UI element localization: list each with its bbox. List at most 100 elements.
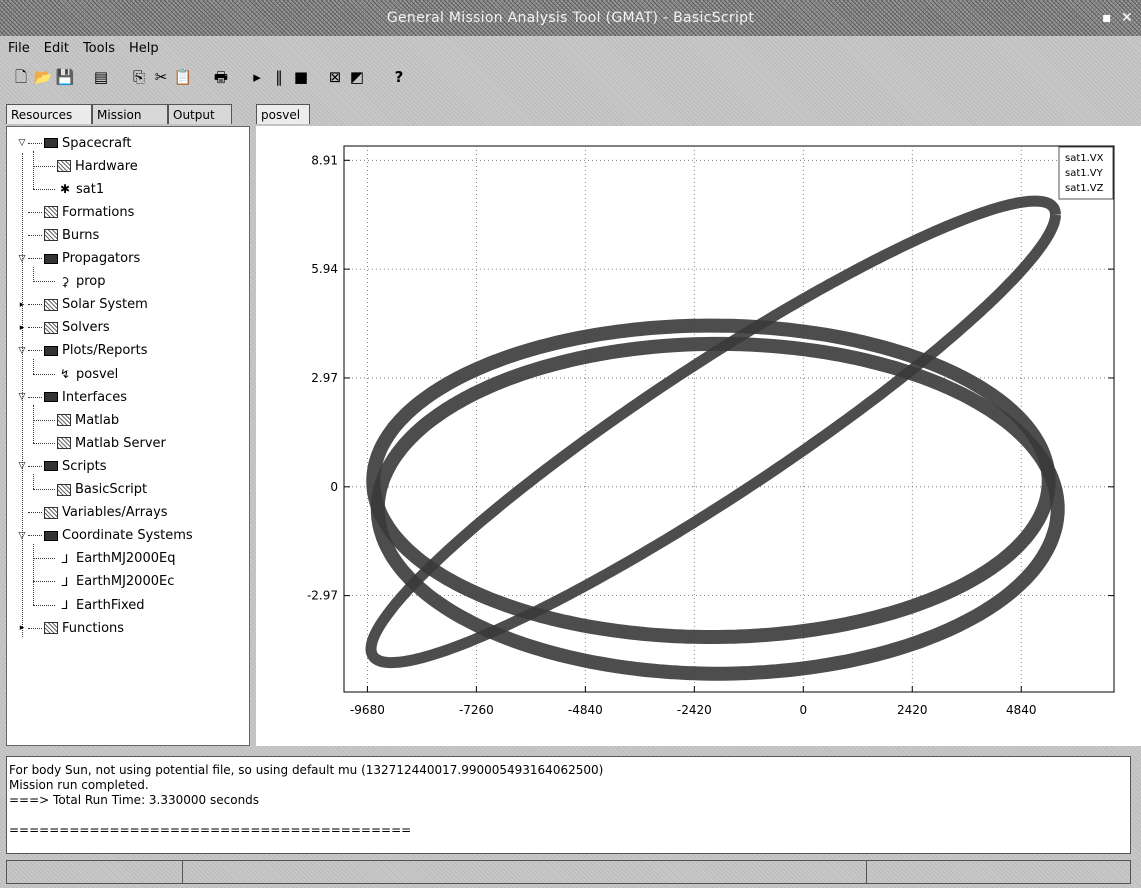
tree-item-interfaces[interactable]: ▽ Interfaces [17, 387, 127, 407]
x-tick-label: -2420 [677, 703, 712, 717]
tree-item-label: Scripts [62, 458, 107, 474]
menu-tools[interactable]: Tools [82, 40, 115, 56]
tree-item-label: Solvers [62, 320, 110, 336]
minimize-button[interactable]: ▪ [1102, 10, 1112, 26]
tree-item-plots-reports[interactable]: ▽ Plots/Reports [17, 341, 148, 361]
tree-item-prop[interactable]: ⚳ prop [33, 272, 106, 292]
menu-help[interactable]: Help [128, 40, 159, 56]
folder-icon [44, 138, 58, 148]
axes-icon: ⅃ [61, 551, 69, 566]
tree-item-variables-arrays[interactable]: Variables/Arrays [17, 503, 168, 523]
help-icon[interactable]: ? [394, 68, 404, 86]
menu-edit[interactable]: Edit [43, 40, 69, 56]
folder-icon [44, 253, 58, 264]
formation-icon [44, 206, 58, 219]
tree-item-earthfixed[interactable]: ⅃ EarthFixed [33, 595, 145, 615]
copy-icon[interactable]: ⎘ [132, 68, 145, 86]
print-icon[interactable]: 🖶 [213, 68, 229, 86]
tree-item-label: Formations [62, 204, 135, 220]
tree-guide-line [33, 266, 34, 282]
log-line: Mission run completed. [9, 778, 149, 792]
tree-item-label: BasicScript [75, 482, 148, 497]
collapse-toggle-icon[interactable]: ▽ [18, 392, 26, 403]
save-icon[interactable]: 💾 [55, 68, 75, 86]
clear-icon[interactable]: ◩ [349, 68, 365, 86]
solar-system-icon [44, 298, 58, 311]
tree-item-label: Matlab [75, 412, 120, 428]
collapse-toggle-icon[interactable]: ▽ [18, 461, 26, 472]
collapse-toggle-icon[interactable]: ▽ [18, 138, 26, 148]
tree-item-basicscript[interactable]: BasicScript [33, 480, 147, 500]
collapse-toggle-icon[interactable]: ▽ [18, 253, 26, 264]
y-tick-label: 8.91 [311, 153, 338, 167]
burn-icon [44, 229, 58, 242]
tree-item-solar-system[interactable]: ▸ Solar System [17, 295, 148, 315]
tree-item-solvers[interactable]: ▸ Solvers [17, 318, 110, 338]
tree-item-label: EarthMJ2000Eq [76, 551, 176, 567]
tree-item-spacecraft[interactable]: ▽ Spacecraft [17, 133, 132, 153]
tree-item-formations[interactable]: Formations [17, 202, 134, 222]
y-tick-label: -2.97 [307, 589, 338, 603]
tree-connector [33, 373, 55, 375]
tree-item-label: Interfaces [62, 389, 127, 405]
close-button[interactable]: ✕ [1121, 10, 1133, 26]
resource-tree: ▽ Spacecraft Hardware ✱ sat1 Formations Burns ▽… [6, 126, 250, 746]
script-icon[interactable]: ▤ [93, 68, 109, 86]
cut-icon[interactable]: ✂ [154, 68, 168, 86]
tree-item-earthmj2000ec[interactable]: ⅃ EarthMJ2000Ec [33, 572, 174, 592]
matlab-server-icon [57, 437, 71, 450]
pause-icon[interactable]: ‖ [275, 68, 283, 86]
paste-icon[interactable]: 📋 [173, 68, 193, 86]
tree-item-label: Burns [62, 227, 100, 243]
tree-connector [28, 512, 42, 514]
script-file-icon [57, 483, 71, 496]
propagator-icon: ⚳ [60, 274, 70, 289]
tree-connector [33, 419, 55, 421]
tree-connector [28, 350, 42, 352]
log-line: ======================================== [9, 823, 412, 837]
tree-item-label: Solar System [62, 297, 148, 313]
solver-icon [44, 321, 58, 334]
tab-mission[interactable]: Mission [92, 104, 168, 124]
collapse-toggle-icon[interactable]: ▽ [18, 345, 26, 356]
tree-item-label: Propagators [62, 251, 141, 266]
legend-entry: sat1.VZ [1065, 183, 1104, 194]
tree-item-earthmj2000eq[interactable]: ⅃ EarthMJ2000Eq [33, 549, 175, 569]
tree-item-propagators[interactable]: ▽ Propagators [17, 249, 141, 269]
tree-item-label: posvel [76, 366, 119, 382]
tree-guide-line [33, 543, 34, 605]
new-file-icon[interactable]: 🗋 [14, 68, 28, 86]
tree-item-label: Variables/Arrays [62, 505, 168, 521]
stop-icon[interactable]: ■ [293, 68, 309, 86]
close-all-icon[interactable]: ⊠ [328, 68, 342, 86]
run-icon[interactable]: ▸ [253, 68, 261, 86]
x-tick-label: 4840 [1006, 703, 1037, 717]
tree-item-matlab[interactable]: Matlab [33, 410, 119, 430]
tab-output[interactable]: Output [168, 104, 232, 124]
open-folder-icon[interactable]: 📂 [33, 68, 53, 86]
tree-item-burns[interactable]: Burns [17, 225, 99, 245]
tree-connector [33, 604, 55, 606]
menu-file[interactable]: File [8, 40, 30, 56]
satellite-icon: ✱ [59, 182, 71, 197]
log-line: ===> Total Run Time: 3.330000 seconds [9, 793, 260, 807]
tab-posvel[interactable]: posvel [256, 104, 310, 124]
tree-item-scripts[interactable]: ▽ Scripts [17, 456, 107, 476]
tree-item-functions[interactable]: ▸ Functions [17, 618, 124, 638]
tree-item-coordinate-systems[interactable]: ▽ Coordinate Systems [17, 526, 193, 546]
matlab-icon [57, 414, 71, 427]
folder-icon [44, 392, 58, 403]
legend-box [1058, 146, 1114, 200]
tree-item-hardware[interactable]: Hardware [33, 156, 138, 176]
tree-connector [28, 211, 42, 213]
legend-entry: sat1.VY [1065, 168, 1104, 179]
collapse-toggle-icon[interactable]: ▽ [18, 530, 26, 541]
tree-connector [33, 281, 55, 283]
tree-item-sat1[interactable]: ✱ sat1 [33, 179, 104, 199]
folder-icon [44, 530, 58, 541]
tab-resources[interactable]: Resources [6, 104, 92, 124]
tree-item-matlab-server[interactable]: Matlab Server [33, 433, 166, 453]
tree-item-posvel[interactable]: ↯ posvel [33, 364, 118, 384]
tree-guide-line [33, 151, 34, 190]
tree-guide-line [33, 474, 34, 490]
